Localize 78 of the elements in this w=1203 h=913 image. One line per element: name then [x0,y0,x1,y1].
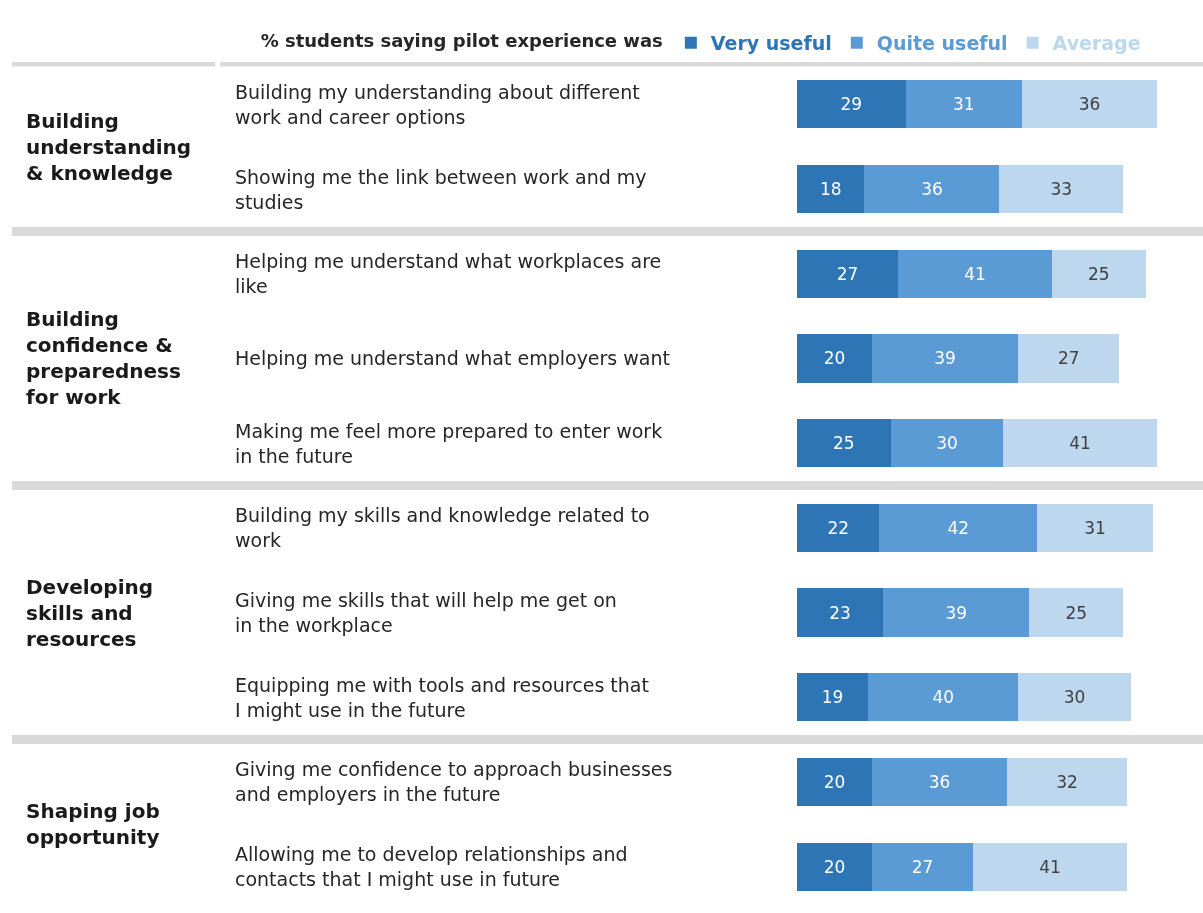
y-tick-label: Making me feel more prepared to enter work in the future [235,420,663,467]
data-label: 33 [1050,179,1073,200]
data-label: 18 [819,179,842,200]
data-label: 39 [934,348,956,369]
data-label: 30 [936,433,958,454]
y-tick-label: Building my skills and knowledge related to work [235,504,650,551]
bar [883,588,1030,637]
bar [796,334,872,383]
text: Developing skills and resources [26,575,154,651]
text: Building confidence & preparedness for work [26,307,181,409]
data-label: 27 [911,856,934,877]
y-tick-label: Showing me the link between work and my studies [235,166,647,213]
data-label: 25 [1088,263,1110,284]
bar [868,673,1019,722]
bar [796,80,906,129]
data-label: 23 [829,602,851,623]
text: Building understanding & knowledge [26,109,192,185]
data-label: 31 [1084,517,1106,538]
bar [879,503,1037,552]
bar [796,249,899,298]
data-label: 36 [1078,94,1101,115]
y-tick-label: Helping me understand what workplaces are like [235,250,662,297]
data-label: 25 [1065,602,1088,623]
data-label: 20 [823,348,846,369]
data-label: 19 [821,687,844,708]
bar [871,757,1007,807]
y-tick-label: Giving me skills that will help me get on in the workplace [235,589,617,636]
y-tick-label: Allowing me to develop relationships and contacts that I might use in future [235,843,628,890]
data-label: 41 [1069,433,1091,454]
bar [973,842,1127,891]
data-label: 27 [836,263,859,284]
data-label: 36 [928,771,951,792]
bar [1006,757,1127,807]
y-tick-label: Helping me understand what employers want [235,347,670,369]
data-label: 29 [840,94,863,115]
bar [898,249,1052,298]
legend-label: Very useful [710,32,832,55]
bar [796,757,872,807]
bar [796,842,872,891]
bar [796,673,869,722]
data-label: 39 [945,602,968,623]
bar [1003,419,1157,468]
data-label: 22 [827,517,850,538]
data-label: 42 [947,517,970,538]
bar [871,334,1019,383]
bar [796,503,880,552]
data-label: 30 [1063,687,1086,708]
bar [796,164,865,214]
data-label: 41 [1039,856,1061,877]
bar [905,80,1022,129]
bar [1018,673,1131,722]
y-tick-label: Building my understanding about different work and career options [235,81,640,128]
data-label: 36 [921,179,943,200]
legend-title: % students saying pilot experience was [260,30,663,52]
text: Shaping job opportunity [26,799,160,849]
bar [796,588,884,637]
bar [864,164,1000,214]
bar [871,842,974,891]
data-label: 32 [1056,771,1078,792]
data-label: 20 [823,856,846,877]
data-label: 41 [964,263,986,284]
data-label: 25 [833,433,855,454]
bar [890,419,1004,468]
bar [1051,249,1146,298]
data-label: 40 [932,687,955,708]
data-label: 27 [1058,348,1080,369]
bar [999,164,1124,214]
bar [1036,503,1154,552]
bar [1029,588,1124,637]
bar [1021,80,1157,129]
data-label: 31 [953,94,975,115]
data-label: 20 [823,771,846,792]
bar [1018,334,1120,383]
legend-label: Average [1052,32,1141,55]
y-tick-label: Giving me confidence to approach businesses and employers in the future [235,758,673,805]
y-tick-label: Equipping me with tools and resources that I might use in the future [235,674,649,721]
bar [796,419,891,468]
legend-label: Quite useful [876,32,1008,55]
